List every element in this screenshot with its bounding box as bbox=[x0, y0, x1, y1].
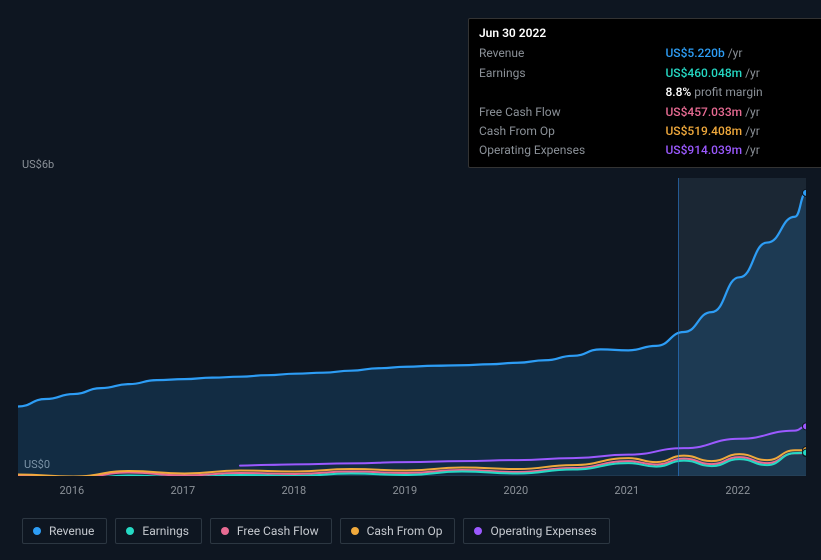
x-tick-label: 2021 bbox=[614, 484, 639, 497]
tooltip-row: 8.8% profit margin bbox=[479, 83, 815, 102]
legend-dot-icon bbox=[474, 527, 482, 535]
tooltip-row-value: 8.8% profit margin bbox=[665, 83, 815, 102]
x-tick-label: 2016 bbox=[59, 484, 84, 497]
tooltip-row-value: US$914.039m /yr bbox=[665, 141, 815, 160]
legend-item-label: Earnings bbox=[142, 524, 189, 538]
x-tick-label: 2020 bbox=[503, 484, 528, 497]
legend-item[interactable]: Cash From Op bbox=[340, 518, 456, 544]
legend-dot-icon bbox=[33, 527, 41, 535]
tooltip-row-value: US$460.048m /yr bbox=[665, 64, 815, 83]
x-tick-label: 2019 bbox=[392, 484, 417, 497]
x-axis-labels: 2016 2017 2018 2019 2020 2021 2022 bbox=[18, 484, 806, 500]
tooltip-date: Jun 30 2022 bbox=[479, 25, 815, 44]
tooltip-row-label: Free Cash Flow bbox=[479, 103, 665, 122]
tooltip-row-label: Cash From Op bbox=[479, 122, 665, 141]
legend-item-label: Free Cash Flow bbox=[237, 524, 319, 538]
tooltip-row-value: US$5.220b /yr bbox=[665, 44, 815, 63]
tooltip-rows: RevenueUS$5.220b /yrEarningsUS$460.048m … bbox=[479, 44, 815, 160]
tooltip-row: Free Cash FlowUS$457.033m /yr bbox=[479, 103, 815, 122]
tooltip-row-label bbox=[479, 83, 665, 102]
x-tick-label: 2017 bbox=[170, 484, 195, 497]
legend-dot-icon bbox=[221, 527, 229, 535]
line-chart-svg bbox=[18, 178, 806, 476]
legend-item[interactable]: Revenue bbox=[22, 518, 107, 544]
legend-dot-icon bbox=[126, 527, 134, 535]
tooltip-row-label: Operating Expenses bbox=[479, 141, 665, 160]
tooltip-row-value: US$519.408m /yr bbox=[665, 122, 815, 141]
chart-legend: Revenue Earnings Free Cash Flow Cash From O… bbox=[22, 518, 610, 544]
y-tick-top: US$6b bbox=[22, 158, 54, 171]
tooltip-row-value: US$457.033m /yr bbox=[665, 103, 815, 122]
legend-item[interactable]: Free Cash Flow bbox=[210, 518, 332, 544]
tooltip-row: EarningsUS$460.048m /yr bbox=[479, 64, 815, 83]
tooltip-row: RevenueUS$5.220b /yr bbox=[479, 44, 815, 63]
x-tick-label: 2022 bbox=[725, 484, 750, 497]
legend-item[interactable]: Operating Expenses bbox=[463, 518, 609, 544]
legend-item-label: Operating Expenses bbox=[490, 524, 596, 538]
legend-dot-icon bbox=[351, 527, 359, 535]
tooltip-row: Cash From OpUS$519.408m /yr bbox=[479, 122, 815, 141]
legend-item-label: Cash From Op bbox=[367, 524, 443, 538]
legend-item[interactable]: Earnings bbox=[115, 518, 202, 544]
chart-plot-area bbox=[18, 178, 806, 476]
highlight-vline bbox=[678, 178, 679, 476]
chart-tooltip: Jun 30 2022 RevenueUS$5.220b /yrEarnings… bbox=[468, 18, 821, 168]
tooltip-row-label: Revenue bbox=[479, 44, 665, 63]
x-tick-label: 2018 bbox=[281, 484, 306, 497]
legend-item-label: Revenue bbox=[49, 524, 94, 538]
tooltip-row-label: Earnings bbox=[479, 64, 665, 83]
tooltip-row: Operating ExpensesUS$914.039m /yr bbox=[479, 141, 815, 160]
